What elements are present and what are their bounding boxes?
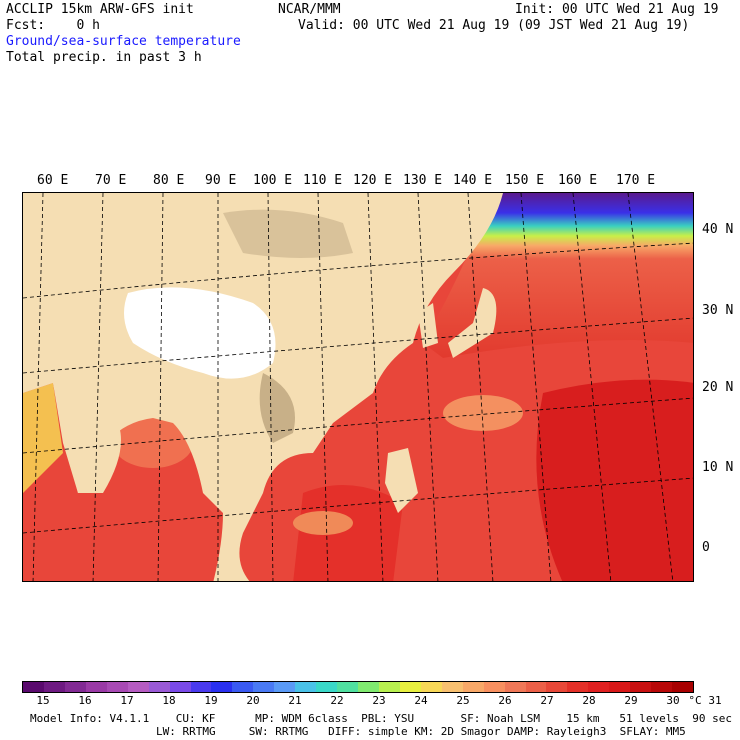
colorbar-tick-label: 23: [372, 694, 386, 707]
colorbar-swatch: [337, 682, 358, 692]
lon-label: 80 E: [153, 173, 185, 188]
tibetan-plateau: [124, 287, 276, 379]
colorbar-tick-label: 17: [120, 694, 134, 707]
colorbar-swatch: [169, 682, 191, 692]
colorbar-tick-label: 20: [246, 694, 260, 707]
hot-sea-south: [293, 485, 403, 581]
japan-islands: [448, 288, 497, 358]
colorbar-tick-label: 21: [288, 694, 302, 707]
lat-label: 20 N: [702, 380, 734, 395]
terrain-shading: [259, 373, 295, 443]
lon-label: 170 E: [616, 173, 656, 188]
colorbar-tick-label: 19: [204, 694, 218, 707]
model-info-line2: LW: RRTMG SW: RRTMG DIFF: simple KM: 2D …: [156, 725, 686, 738]
lon-label: 140 E: [453, 173, 493, 188]
cool-patch: [443, 395, 523, 431]
colorbar-swatch: [64, 682, 86, 692]
colorbar-swatch: [127, 682, 149, 692]
colorbar-swatch: [567, 682, 589, 692]
init-time: Init: 00 UTC Wed 21 Aug 19: [515, 2, 719, 17]
colorbar-swatch: [253, 682, 275, 692]
colorbar-swatch: [672, 682, 693, 692]
colorbar-swatch: [609, 682, 631, 692]
arabian-sea-coast: [23, 383, 63, 493]
graticule: [23, 193, 693, 581]
colorbar-swatch: [148, 682, 170, 692]
colorbar: [22, 681, 694, 693]
colorbar-swatch: [23, 682, 44, 692]
colorbar-tick-label: 30: [666, 694, 680, 707]
lat-label: 10 N: [702, 460, 734, 475]
colorbar-swatch: [232, 682, 254, 692]
colorbar-unit: °C: [688, 694, 702, 707]
colorbar-swatch: [483, 682, 505, 692]
model-info-line1: Model Info: V4.1.1 CU: KF MP: WDM 6class…: [30, 712, 732, 725]
lat-label: 40 N: [702, 222, 734, 237]
lon-label: 150 E: [505, 173, 545, 188]
lon-label: 90 E: [205, 173, 237, 188]
colorbar-swatch: [358, 682, 379, 692]
colorbar-swatch: [525, 682, 547, 692]
korea-peninsula: [418, 303, 438, 348]
colorbar-swatch: [546, 682, 568, 692]
lon-label: 120 E: [353, 173, 393, 188]
lon-label: 110 E: [303, 173, 343, 188]
colorbar-swatch: [441, 682, 463, 692]
colorbar-tick-label: 31: [708, 694, 722, 707]
cool-patch: [293, 511, 353, 535]
colorbar-tick-label: 16: [78, 694, 92, 707]
field-name-contour: Total precip. in past 3 h: [6, 50, 202, 65]
lon-label: 100 E: [253, 173, 293, 188]
colorbar-swatch: [274, 682, 296, 692]
colorbar-swatch: [106, 682, 128, 692]
lat-label: 30 N: [702, 303, 734, 318]
colorbar-swatch: [588, 682, 610, 692]
colorbar-swatch: [504, 682, 526, 692]
colorbar-tick-label: 22: [330, 694, 344, 707]
colorbar-swatch: [211, 682, 233, 692]
lon-label: 70 E: [95, 173, 127, 188]
colorbar-swatch: [316, 682, 338, 692]
india-peninsula: [53, 383, 121, 493]
lon-label: 60 E: [37, 173, 69, 188]
colorbar-swatch: [399, 682, 421, 692]
field-name-shaded: Ground/sea-surface temperature: [6, 34, 241, 49]
colorbar-tick-label: 18: [162, 694, 176, 707]
colorbar-swatch: [420, 682, 442, 692]
terrain-shading: [223, 209, 353, 258]
colorbar-tick-label: 28: [582, 694, 596, 707]
colorbar-swatch: [378, 682, 400, 692]
lat-label: 0: [702, 540, 710, 555]
colorbar-swatch: [651, 682, 673, 692]
colorbar-swatch: [630, 682, 652, 692]
hot-sea-east: [536, 379, 693, 581]
colorbar-swatch: [85, 682, 107, 692]
colorbar-swatch: [43, 682, 65, 692]
map-panel: [22, 192, 694, 582]
colorbar-tick-label: 29: [624, 694, 638, 707]
colorbar-tick-label: 24: [414, 694, 428, 707]
lon-label: 130 E: [403, 173, 443, 188]
valid-time: Valid: 00 UTC Wed 21 Aug 19 (09 JST Wed …: [298, 18, 690, 33]
colorbar-swatch: [462, 682, 484, 692]
lon-label: 160 E: [558, 173, 598, 188]
plot-title: ACCLIP 15km ARW-GFS init: [6, 2, 194, 17]
cool-patch: [113, 418, 193, 468]
colorbar-swatch: [190, 682, 212, 692]
colorbar-tick-label: 15: [36, 694, 50, 707]
philippines: [385, 448, 418, 513]
sst-map: [23, 193, 693, 581]
source-label: NCAR/MMM: [278, 2, 341, 17]
colorbar-tick-label: 27: [540, 694, 554, 707]
colorbar-swatch: [295, 682, 317, 692]
colorbar-tick-label: 25: [456, 694, 470, 707]
colorbar-tick-label: 26: [498, 694, 512, 707]
forecast-hour: Fcst: 0 h: [6, 18, 100, 33]
